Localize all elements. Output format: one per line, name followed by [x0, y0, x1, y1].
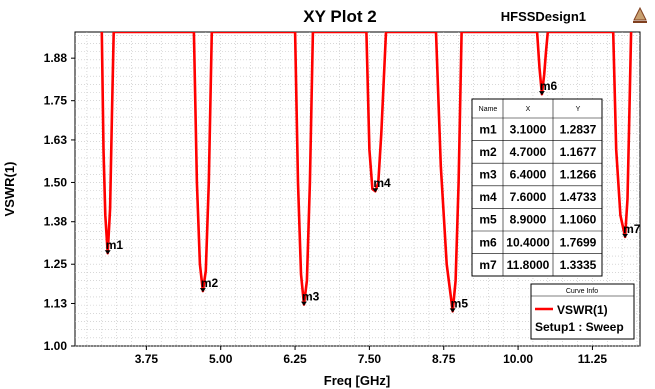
legend-title: Curve Info — [566, 288, 598, 295]
marker-label: m4 — [373, 176, 391, 190]
x-tick-label: 11.25 — [578, 352, 608, 366]
x-tick-label: 3.75 — [135, 352, 159, 366]
table-cell-x: 4.7000 — [510, 145, 547, 159]
marker-point — [104, 250, 111, 255]
table-cell-y: 1.1677 — [560, 145, 597, 159]
x-tick-label: 6.25 — [283, 352, 307, 366]
table-cell-y: 1.3335 — [560, 258, 597, 272]
plot-title: XY Plot 2 — [303, 7, 376, 26]
table-header-x: X — [526, 106, 531, 113]
marker-table-rows: m1 3.1000 1.2837 m2 4.7000 1.1677 m3 6.4000 1.12… — [472, 122, 602, 272]
table-cell-name: m6 — [479, 235, 497, 249]
grid — [75, 32, 640, 347]
markers: m1 m2 m3 m4 m5 m6 m7 — [104, 79, 641, 313]
y-axis-label: VSWR(1) — [2, 162, 17, 217]
x-tick-label: 5.00 — [209, 352, 233, 366]
table-cell-y: 1.2837 — [560, 122, 597, 136]
hfss-logo-icon — [633, 6, 647, 23]
marker-point — [538, 91, 545, 96]
table-cell-y: 1.4733 — [560, 190, 597, 204]
y-tick-label: 1.25 — [44, 257, 68, 271]
table-cell-name: m1 — [479, 122, 497, 136]
marker-point — [449, 308, 456, 313]
table-cell-name: m5 — [479, 213, 497, 227]
table-cell-y: 1.1060 — [560, 213, 597, 227]
table-cell-y: 1.1266 — [560, 168, 597, 182]
marker-label: m1 — [106, 238, 124, 252]
table-cell-name: m4 — [479, 190, 497, 204]
marker-point — [199, 288, 206, 293]
table-cell-x: 3.1000 — [510, 122, 547, 136]
marker-label: m2 — [201, 276, 219, 290]
x-tick-label: 7.50 — [358, 352, 382, 366]
y-tick-label: 1.75 — [44, 94, 68, 108]
x-tick-label: 8.75 — [432, 352, 456, 366]
x-tick-label: 10.00 — [503, 352, 533, 366]
marker-point — [300, 301, 307, 306]
y-tick-label: 1.63 — [44, 133, 68, 147]
marker-point — [622, 233, 629, 238]
y-tick-label: 1.50 — [44, 175, 68, 189]
table-cell-name: m7 — [479, 258, 497, 272]
y-tick-label: 1.13 — [44, 296, 68, 310]
table-header-name: Name — [479, 106, 498, 113]
table-cell-x: 10.4000 — [506, 235, 550, 249]
marker-label: m6 — [540, 79, 558, 93]
axis-ticks: 3.75 5.00 6.25 7.50 8.75 10.00 11.25 1.00 1.13 1.… — [44, 51, 608, 366]
table-cell-name: m3 — [479, 168, 497, 182]
legend: Curve Info VSWR(1) Setup1 : Sweep — [530, 283, 635, 340]
y-tick-label: 1.38 — [44, 215, 68, 229]
table-cell-x: 11.8000 — [507, 258, 550, 272]
marker-label: m3 — [302, 290, 320, 304]
marker-label: m7 — [623, 222, 641, 236]
legend-setup: Setup1 : Sweep — [535, 320, 624, 334]
table-cell-x: 8.9000 — [510, 213, 547, 227]
marker-label: m5 — [451, 296, 469, 310]
table-cell-x: 7.6000 — [510, 190, 547, 204]
table-cell-x: 6.4000 — [510, 168, 547, 182]
y-tick-label: 1.00 — [44, 339, 68, 353]
legend-series-name: VSWR(1) — [557, 303, 608, 317]
design-name: HFSSDesign1 — [501, 9, 586, 24]
y-tick-label: 1.88 — [44, 51, 68, 65]
x-axis-label: Freq [GHz] — [324, 373, 390, 388]
table-header-y: Y — [576, 106, 581, 113]
table-cell-y: 1.7699 — [560, 235, 597, 249]
table-cell-name: m2 — [479, 145, 497, 159]
marker-point — [372, 188, 379, 193]
marker-table: Name X Y m1 3.1000 1.2837 m2 4.7000 1.1677 m3 6… — [471, 98, 603, 277]
